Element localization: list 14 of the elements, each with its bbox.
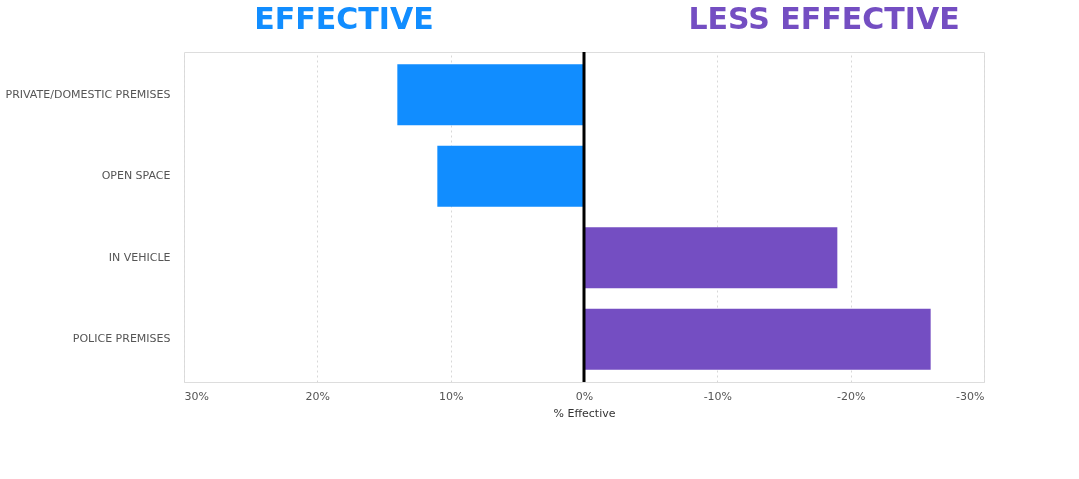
x-axis-title: % Effective — [553, 406, 616, 420]
x-tick-label: 0% — [575, 389, 594, 403]
y-tick-label: OPEN SPACE — [101, 169, 171, 183]
x-tick-label: 20% — [305, 389, 331, 403]
x-tick-label: -30% — [956, 389, 985, 403]
text: EFFECTIVE — [254, 1, 434, 36]
text: LESS EFFECTIVE — [688, 1, 960, 36]
x-tick-label: 10% — [438, 389, 464, 403]
y-tick-label: POLICE PREMISES — [72, 332, 171, 346]
x-tick-label: 30% — [184, 389, 209, 403]
x-tick-label: -20% — [836, 389, 866, 403]
y-tick-label: PRIVATE/DOMESTIC PREMISES — [5, 87, 171, 101]
y-tick-label: IN VEHICLE — [108, 250, 171, 264]
x-tick-label: -10% — [703, 389, 733, 403]
